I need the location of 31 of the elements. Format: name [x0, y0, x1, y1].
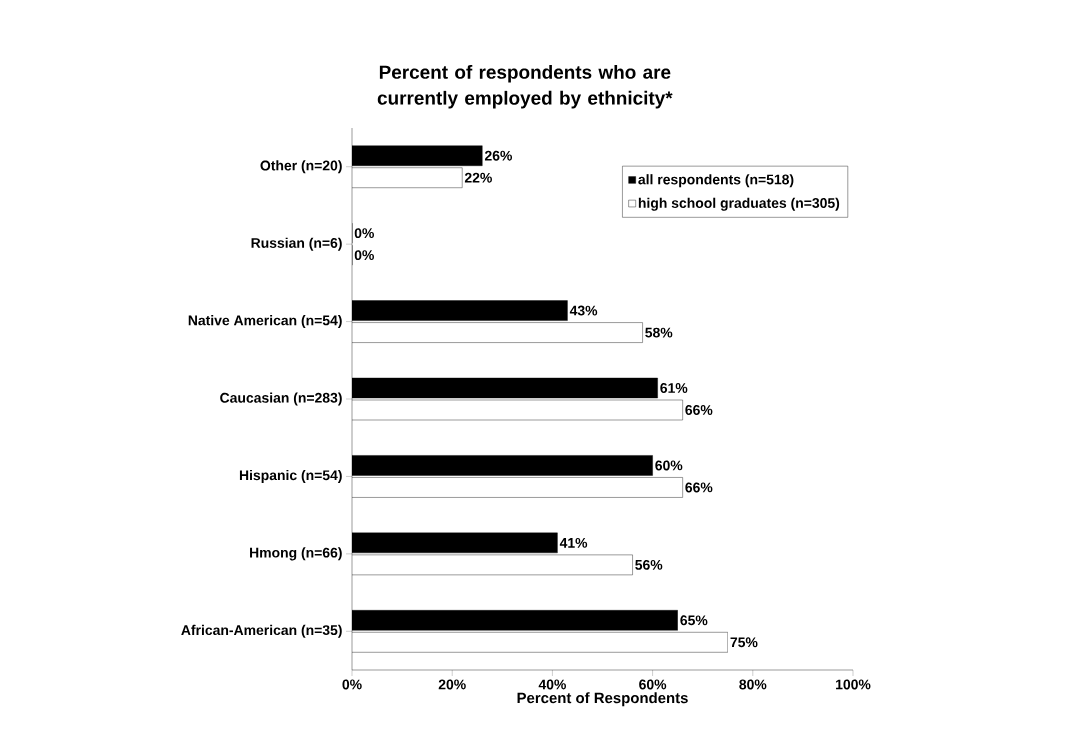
y-tick-label: Hmong (n=66): [250, 547, 342, 561]
data-label: 41%: [559, 537, 588, 548]
data-label: 0%: [354, 250, 374, 261]
x-axis-title: Percent of Respondents: [517, 692, 688, 707]
legend-label: all respondents (n=518): [638, 174, 794, 188]
data-label: 60%: [655, 460, 683, 471]
data-label: 66%: [685, 482, 713, 493]
x-tick-label: 80%: [739, 679, 767, 690]
y-tick-label: Russian (n=6): [251, 237, 342, 251]
x-tick-label: 20%: [438, 679, 466, 690]
y-tick-label: Caucasian (n=283): [220, 392, 342, 406]
chart-title: Percent of respondents who are currently employed by ethnicity*: [377, 64, 673, 109]
data-label: 75%: [730, 637, 758, 648]
x-tick-label: 60%: [639, 679, 667, 690]
data-label: 65%: [680, 615, 708, 626]
data-label: 0%: [354, 228, 374, 239]
data-label: 56%: [635, 559, 663, 570]
data-label: 22%: [464, 172, 492, 183]
y-tick-label: Native American (n=54): [188, 315, 342, 329]
y-tick-label: African-American (n=35): [181, 624, 342, 638]
data-label: 26%: [484, 150, 512, 161]
data-label: 66%: [685, 405, 713, 415]
y-tick-label: Hispanic (n=54): [239, 469, 342, 483]
data-label: 58%: [645, 327, 673, 338]
data-label: 43%: [569, 305, 598, 316]
legend-label: high school graduates (n=305): [638, 197, 840, 211]
x-tick-label: 40%: [538, 679, 566, 690]
x-tick-label: 100%: [836, 679, 871, 690]
x-tick-label: 0%: [342, 679, 362, 690]
y-tick-label: Other (n=20): [260, 160, 342, 174]
data-label: 61%: [660, 383, 688, 393]
